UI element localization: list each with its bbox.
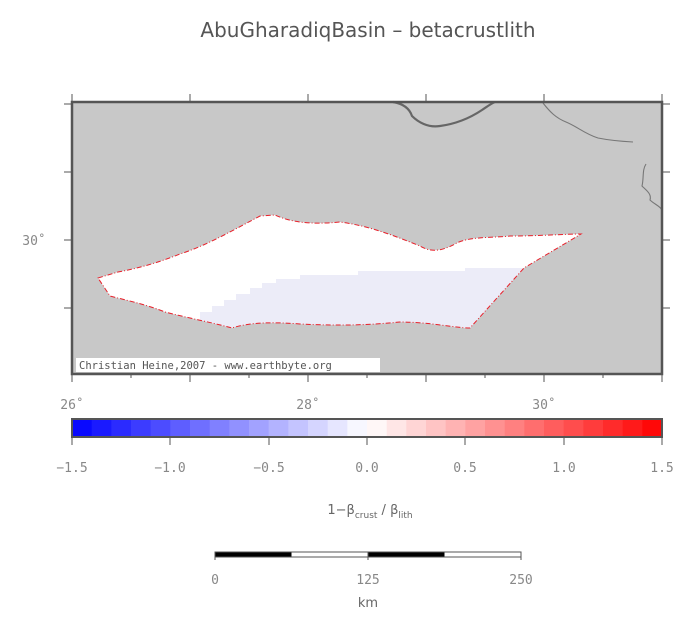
figure-title: AbuGharadiqBasin – betacrustlith — [200, 18, 535, 42]
colorbar-tick-label: −1.0 — [154, 461, 185, 476]
colorbar-tick-label: 0.5 — [453, 461, 476, 476]
basin-low-region — [200, 268, 524, 328]
colorbar-cell — [72, 419, 93, 437]
colorbar-cell — [465, 419, 486, 437]
lon-label-28: 28˚ — [296, 397, 319, 413]
colorbar-tick-label: −0.5 — [253, 461, 284, 476]
colorbar-cell — [406, 419, 427, 437]
scale-tick-label: 250 — [509, 573, 532, 588]
colorbar-cell — [249, 419, 270, 437]
scale-bar: 0 125 250 km — [211, 551, 533, 611]
colorbar-label-main: 1−β — [327, 503, 354, 518]
colorbar-cell — [91, 419, 112, 437]
colorbar-cell — [308, 419, 329, 437]
scale-unit-label: km — [358, 596, 378, 611]
colorbar-cells — [72, 419, 663, 437]
nile-line — [641, 163, 663, 211]
colorbar-cell — [268, 419, 289, 437]
colorbar-ticks — [71, 437, 663, 445]
scale-segment-light — [444, 552, 521, 557]
colorbar-label-sub2: lith — [398, 511, 412, 521]
colorbar-tick-label: −1.5 — [56, 461, 87, 476]
colorbar-cell — [386, 419, 407, 437]
colorbar-tick-label: 1.5 — [650, 461, 673, 476]
colorbar-cell — [347, 419, 368, 437]
colorbar-cell — [131, 419, 152, 437]
lon-label-26: 26˚ — [60, 397, 83, 413]
colorbar-cell — [445, 419, 466, 437]
colorbar-cell — [209, 419, 230, 437]
colorbar-label-sub1: crust — [355, 511, 378, 521]
colorbar-cell — [485, 419, 506, 437]
river-line — [542, 102, 634, 143]
colorbar-cell — [367, 419, 388, 437]
credit-box — [76, 358, 380, 372]
colorbar-label-mid: / β — [377, 503, 398, 518]
colorbar-cell — [622, 419, 643, 437]
colorbar-cell — [288, 419, 309, 437]
colorbar-cell — [327, 419, 348, 437]
colorbar-tick-label: 0.0 — [355, 461, 378, 476]
scale-tick-label: 125 — [356, 573, 379, 588]
colorbar-cell — [583, 419, 604, 437]
scale-segment-light — [291, 552, 368, 557]
scale-tick-label: 0 — [211, 573, 219, 588]
colorbar-cell — [111, 419, 132, 437]
coastline — [392, 100, 496, 128]
lon-label-30: 30˚ — [532, 397, 555, 413]
lat-label-30: 30˚ — [22, 233, 45, 249]
colorbar-cell — [426, 419, 447, 437]
colorbar-cell — [544, 419, 565, 437]
colorbar-tick-label: 1.0 — [552, 461, 575, 476]
map-panel: Christian Heine,2007 - www.earthbyte.org — [22, 94, 670, 413]
colorbar-cell — [150, 419, 171, 437]
map-ticks — [64, 94, 670, 382]
scale-ticks — [214, 552, 522, 560]
colorbar-cell — [603, 419, 624, 437]
credit-text: Christian Heine,2007 - www.earthbyte.org — [79, 360, 332, 372]
colorbar-cell — [524, 419, 545, 437]
colorbar-cell — [504, 419, 525, 437]
colorbar-cell — [563, 419, 584, 437]
colorbar-cell — [642, 419, 663, 437]
scale-segment-dark — [368, 552, 445, 557]
colorbar-cell — [190, 419, 211, 437]
colorbar: −1.5 −1.0 −0.5 0.0 0.5 1.0 1.5 1−βcrust … — [56, 418, 674, 521]
basin-outline — [97, 214, 583, 329]
scale-segment-dark — [215, 552, 292, 557]
colorbar-cell — [229, 419, 250, 437]
colorbar-label: 1−βcrust / βlith — [327, 503, 412, 521]
colorbar-cell — [170, 419, 191, 437]
